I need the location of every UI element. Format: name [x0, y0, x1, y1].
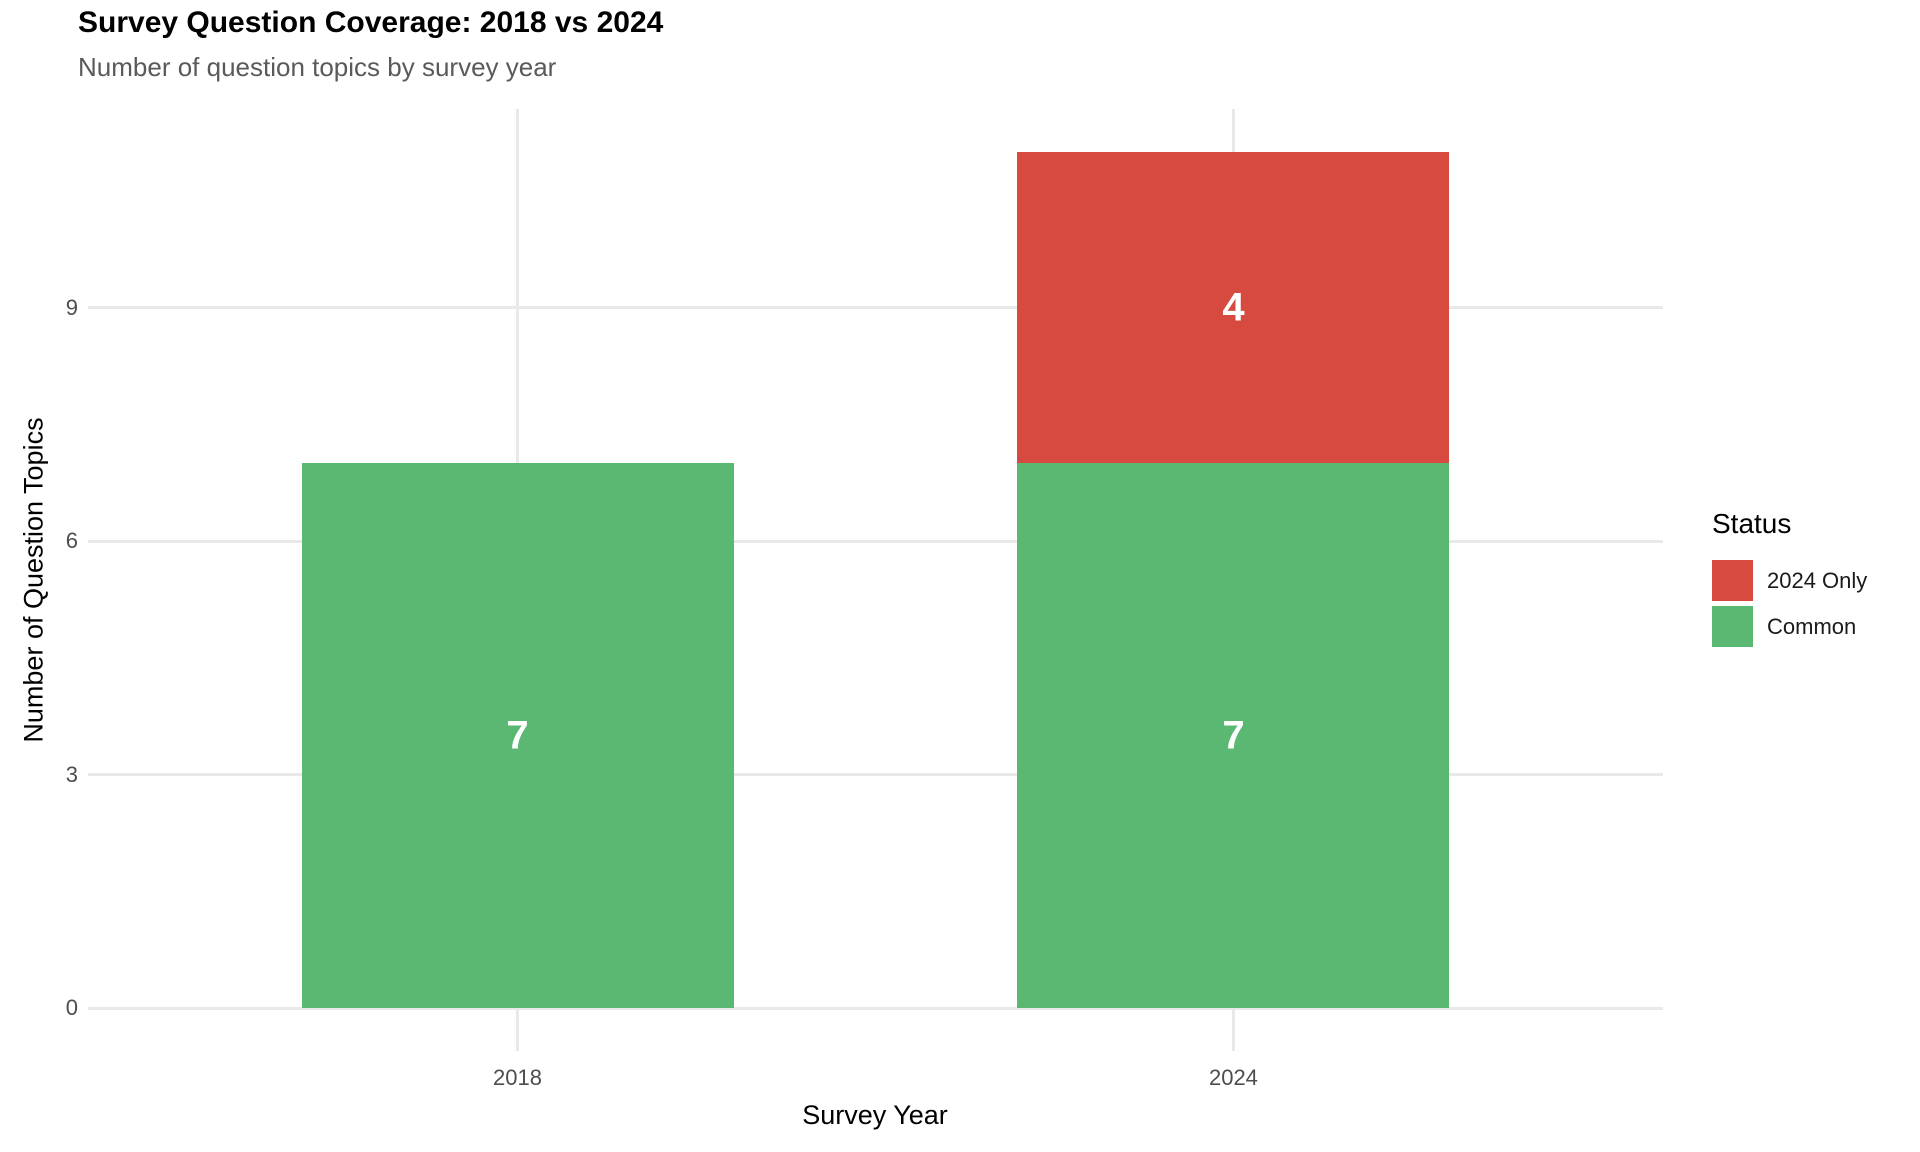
- legend-label-2024-only: 2024 Only: [1767, 567, 1868, 593]
- y-tick-label-6: 6: [65, 528, 78, 554]
- legend-label-common: Common: [1767, 613, 1857, 639]
- bar-segment-2024-common: [1017, 463, 1450, 1009]
- chart-title: Survey Question Coverage: 2018 vs 2024: [78, 6, 664, 39]
- h-gridline-0: [88, 1006, 1663, 1010]
- y-tick-label-9: 9: [65, 294, 78, 320]
- legend: Status 2024 Only Common: [1712, 508, 1867, 652]
- bar-value-label-2018-common: 7: [506, 713, 529, 758]
- legend-item-2024-only: 2024 Only: [1712, 560, 1867, 601]
- h-gridline-9: [88, 306, 1663, 310]
- chart-subtitle: Number of question topics by survey year: [78, 52, 557, 82]
- bar-segment-2024-2024-only: [1017, 151, 1450, 464]
- legend-items: 2024 Only Common: [1712, 560, 1867, 647]
- bar-value-label-2024-common: 7: [1222, 713, 1245, 758]
- legend-swatch-common: [1712, 606, 1753, 647]
- h-gridline-6: [88, 539, 1663, 543]
- bar-segment-2018-common: [301, 463, 734, 1009]
- plot-panel: 7 7 4: [88, 109, 1663, 1051]
- x-tick-label-2024: 2024: [1208, 1065, 1258, 1090]
- legend-item-common: Common: [1712, 606, 1867, 647]
- legend-title: Status: [1712, 508, 1792, 539]
- y-tick-label-3: 3: [65, 761, 78, 787]
- y-tick-label-0: 0: [65, 995, 78, 1021]
- h-gridline-3: [88, 773, 1663, 777]
- x-axis-title: Survey Year: [802, 1100, 948, 1130]
- bar-value-label-2024-2024-only: 4: [1222, 285, 1245, 330]
- legend-swatch-2024-only: [1712, 560, 1753, 601]
- y-axis-title: Number of Question Topics: [18, 417, 49, 743]
- x-tick-label-2018: 2018: [493, 1065, 542, 1090]
